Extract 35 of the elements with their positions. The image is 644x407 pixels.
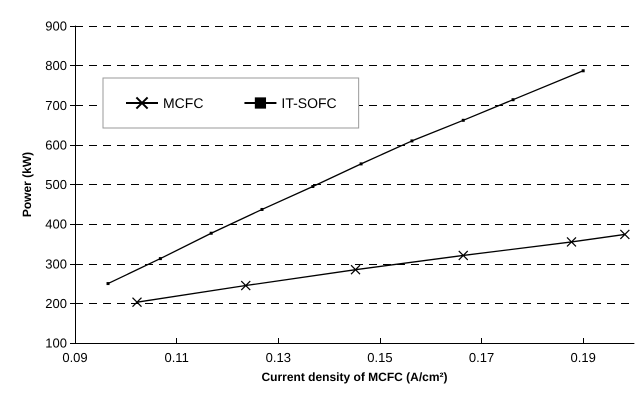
y-tick-label: 700 (45, 98, 67, 113)
point (311, 184, 314, 188)
point (260, 208, 264, 211)
x-tick-label: 0.09 (62, 350, 88, 365)
y-tick-label: 200 (45, 296, 67, 311)
y-tick-label: 400 (45, 216, 67, 232)
x-tick-label: 0.11 (164, 350, 189, 365)
x-tick-label: 0.19 (570, 350, 596, 365)
point (158, 257, 162, 260)
x-tick-label: 0.17 (468, 350, 494, 365)
legend-label: IT-SOFC (281, 95, 337, 111)
x-tick-label: 0.15 (367, 350, 393, 365)
point (458, 250, 468, 261)
point (240, 280, 251, 291)
y-tick-label: 300 (45, 256, 67, 272)
x-axis-title: Current density of MCFC (A/cm²) (262, 370, 448, 384)
y-tick-label: 600 (45, 137, 67, 152)
legend-label: MCFC (163, 95, 204, 111)
point (360, 162, 363, 166)
point (462, 118, 465, 122)
y-tick-label: 800 (45, 58, 67, 74)
point (566, 236, 577, 248)
y-tick-label: 100 (45, 336, 67, 350)
point (132, 297, 142, 308)
y-tick-label: 900 (45, 18, 67, 34)
y-axis-title: Power (kW) (20, 152, 34, 218)
x-tick-label: 0.13 (266, 350, 291, 365)
y-tick-label: 500 (45, 177, 67, 192)
point (210, 232, 213, 235)
point (620, 229, 630, 240)
point (350, 264, 361, 275)
point (512, 98, 515, 102)
point (106, 282, 110, 286)
point (410, 139, 414, 142)
point (582, 69, 585, 72)
